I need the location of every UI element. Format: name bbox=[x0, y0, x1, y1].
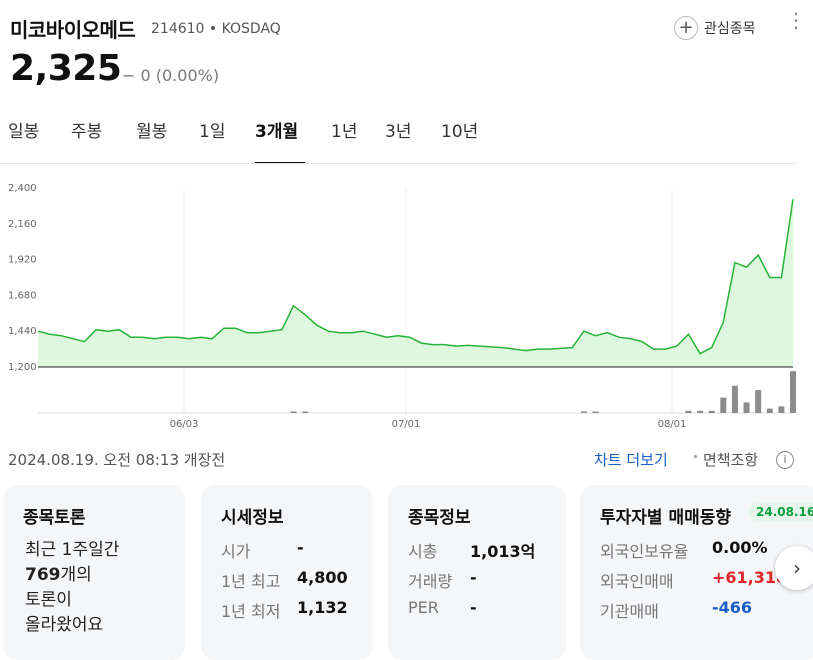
card-title: 종목토론 bbox=[23, 508, 86, 528]
volume-bar bbox=[755, 390, 762, 413]
tab-3years[interactable]: 3년 bbox=[385, 122, 412, 142]
price-line bbox=[37, 199, 794, 355]
tab-1day[interactable]: 1일 bbox=[199, 122, 226, 142]
quote-card[interactable]: 시세정보 시가 - 1년 최고 4,800 1년 최저 1,132 bbox=[201, 485, 373, 660]
row-value: - bbox=[297, 538, 304, 557]
tab-monthly[interactable]: 월봉 bbox=[136, 122, 168, 142]
quote-row: 시가 - bbox=[221, 538, 304, 562]
row-label: 기관매매 bbox=[600, 602, 659, 621]
discussion-count: 769 bbox=[25, 565, 61, 585]
volume-bar bbox=[592, 411, 599, 413]
row-label: PER bbox=[408, 598, 439, 617]
volume-bar bbox=[731, 385, 738, 413]
info-row: 거래량 - bbox=[408, 568, 477, 592]
discussion-count-line: 769개의 bbox=[25, 563, 175, 588]
y-tick-label: 1,920 bbox=[8, 255, 37, 266]
volume-bar bbox=[708, 410, 715, 413]
period-tabs: 일봉 주봉 월봉 1일 3개월 1년 3년 10년 bbox=[0, 118, 813, 164]
discussion-line: 최근 1주일간 bbox=[25, 540, 120, 560]
x-tick-label: 08/01 bbox=[658, 419, 687, 430]
investor-row: 기관매매 -466 bbox=[600, 598, 752, 622]
discussion-count-suffix: 개의 bbox=[60, 565, 92, 585]
discussion-line: 올라왔어요 bbox=[25, 615, 104, 635]
discussion-card[interactable]: 종목토론 최근 1주일간 769개의 토론이 올라왔어요 bbox=[3, 485, 185, 660]
y-tick-label: 1,680 bbox=[8, 290, 37, 301]
row-value: - bbox=[470, 568, 477, 587]
row-value: - bbox=[470, 598, 477, 617]
watchlist-button[interactable]: + 관심종목 bbox=[674, 16, 756, 40]
row-label: 외국인보유율 bbox=[600, 542, 689, 561]
card-title: 시세정보 bbox=[221, 508, 284, 528]
timestamp: 2024.08.19. 오전 08:13 개장전 bbox=[8, 451, 226, 469]
row-label: 1년 최고 bbox=[221, 572, 281, 591]
row-value: 0.00% bbox=[712, 538, 768, 557]
date-badge: 24.08.16 bbox=[748, 503, 813, 521]
chart-more-link[interactable]: 차트 더보기 bbox=[594, 451, 668, 469]
current-price: 2,325 bbox=[10, 48, 122, 89]
tab-10years[interactable]: 10년 bbox=[441, 122, 479, 142]
card-title: 투자자별 매매동향 bbox=[600, 508, 732, 528]
stock-code-market: 214610 • KOSDAQ bbox=[151, 21, 281, 37]
watchlist-label: 관심종목 bbox=[704, 21, 756, 37]
disclaimer-link[interactable]: 면책조항 bbox=[703, 451, 759, 469]
volume-bar bbox=[720, 397, 727, 413]
info-row: 시총 1,013억 bbox=[408, 538, 535, 562]
x-tick-label: 06/03 bbox=[170, 419, 199, 430]
tab-1year[interactable]: 1년 bbox=[331, 122, 358, 142]
investor-trading-card[interactable]: 투자자별 매매동향 외국인보유율 0.00% 외국인매매 +61,318 기관매매 -… bbox=[580, 485, 813, 660]
volume-bar bbox=[697, 410, 704, 413]
more-options-icon[interactable]: ⋮ bbox=[786, 8, 806, 32]
next-arrow-icon[interactable]: › bbox=[775, 546, 813, 590]
plus-icon: + bbox=[674, 16, 698, 40]
row-value: 1,013억 bbox=[470, 542, 536, 561]
volume-bar bbox=[766, 408, 773, 413]
tab-weekly[interactable]: 주봉 bbox=[71, 122, 103, 142]
volume-bar bbox=[790, 371, 796, 413]
quote-row: 1년 최고 4,800 bbox=[221, 568, 348, 592]
row-label: 시가 bbox=[221, 542, 251, 561]
card-title: 종목정보 bbox=[408, 508, 471, 528]
investor-row: 외국인매매 +61,318 bbox=[600, 568, 787, 592]
y-tick-label: 2,400 bbox=[8, 183, 37, 194]
stock-name: 미코바이오메드 bbox=[10, 18, 136, 42]
volume-bar bbox=[580, 411, 587, 413]
discussion-summary: 최근 1주일간 769개의 토론이 올라왔어요 bbox=[25, 538, 175, 638]
row-value: +61,318 bbox=[712, 568, 788, 587]
price-area bbox=[38, 199, 793, 367]
quote-row: 1년 최저 1,132 bbox=[221, 598, 348, 622]
row-label: 거래량 bbox=[408, 572, 453, 591]
row-value: 4,800 bbox=[297, 568, 348, 587]
y-tick-label: 1,200 bbox=[8, 362, 37, 373]
price-change: − 0 (0.00%) bbox=[122, 66, 220, 85]
info-row: PER - bbox=[408, 598, 477, 617]
volume-bar bbox=[743, 402, 750, 413]
row-value: 1,132 bbox=[297, 598, 348, 617]
row-label: 외국인매매 bbox=[600, 572, 674, 591]
volume-bar bbox=[302, 411, 309, 413]
price-chart[interactable]: 2,400 2,160 1,920 1,680 1,440 1,200 06/03 07/0… bbox=[0, 180, 813, 430]
separator-dot bbox=[694, 455, 697, 458]
tab-divider bbox=[0, 163, 797, 164]
y-tick-label: 2,160 bbox=[8, 219, 37, 230]
tab-3months[interactable]: 3개월 bbox=[255, 118, 305, 164]
row-value: -466 bbox=[712, 598, 753, 617]
tab-daily[interactable]: 일봉 bbox=[8, 122, 40, 142]
info-icon[interactable]: i bbox=[776, 451, 794, 469]
y-tick-label: 1,440 bbox=[8, 326, 37, 337]
stock-info-card[interactable]: 종목정보 시총 1,013억 거래량 - PER - bbox=[388, 485, 566, 660]
row-label: 시총 bbox=[408, 542, 438, 561]
x-tick-label: 07/01 bbox=[392, 419, 421, 430]
discussion-line: 토론이 bbox=[25, 590, 72, 610]
volume-bar bbox=[290, 411, 297, 413]
investor-row: 외국인보유율 0.00% bbox=[600, 538, 768, 562]
volume-bar bbox=[685, 410, 692, 413]
volume-bar bbox=[778, 406, 785, 413]
row-label: 1년 최저 bbox=[221, 602, 281, 621]
